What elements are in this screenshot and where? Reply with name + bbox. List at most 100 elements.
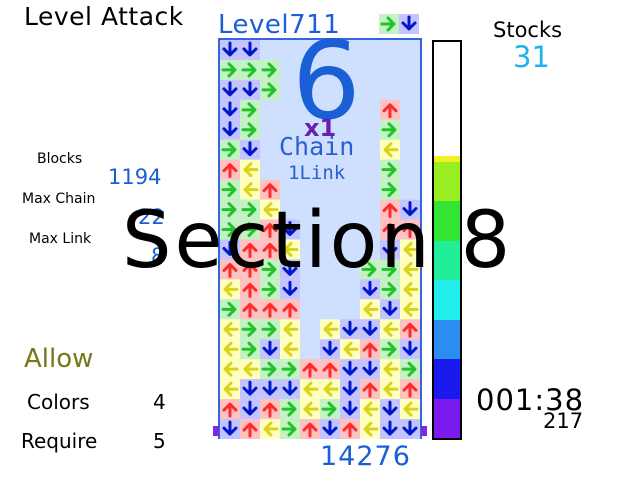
block-down <box>400 199 420 220</box>
block-left <box>280 339 300 360</box>
block-right <box>260 279 280 300</box>
block-left <box>320 379 340 400</box>
block-left <box>300 379 320 400</box>
block-up <box>240 279 260 300</box>
block-left <box>240 159 260 180</box>
require-value: 5 <box>153 429 166 453</box>
block-right <box>380 159 400 180</box>
block-left <box>260 419 280 439</box>
block-left <box>300 399 320 420</box>
block-right <box>220 179 240 200</box>
block-right <box>280 419 300 439</box>
block-right <box>280 399 300 420</box>
block-right <box>240 319 260 340</box>
block-down <box>220 79 240 100</box>
block-right <box>220 139 240 160</box>
block-left <box>220 339 240 360</box>
block-left <box>380 319 400 340</box>
level-label: Level <box>218 10 290 40</box>
block-up <box>380 199 400 220</box>
block-up <box>400 219 420 240</box>
block-right <box>220 219 240 240</box>
block-down <box>380 419 400 439</box>
block-left <box>380 359 400 380</box>
block-left <box>400 399 420 420</box>
gauge-empty <box>434 42 460 156</box>
block-left <box>340 339 360 360</box>
link-label: 1Link <box>288 162 346 184</box>
playfield-grid[interactable] <box>220 40 420 439</box>
block-left <box>400 299 420 320</box>
gauge-segment-blue <box>434 320 460 359</box>
block-down <box>340 399 360 420</box>
block-up <box>220 399 240 420</box>
combo-multiplier: x1 <box>304 114 337 142</box>
block-down <box>380 399 400 420</box>
block-right <box>240 99 260 120</box>
block-down <box>220 419 240 439</box>
block-right <box>320 399 340 420</box>
block-left <box>380 139 400 160</box>
block-up <box>280 299 300 320</box>
block-left <box>360 399 380 420</box>
block-left <box>220 279 240 300</box>
block-down <box>220 99 240 120</box>
block-right <box>260 259 280 280</box>
block-down <box>240 399 260 420</box>
elapsed-time: 001:38 <box>476 383 585 417</box>
block-down <box>280 259 300 280</box>
block-right <box>260 359 280 380</box>
block-left <box>260 199 280 220</box>
level-value: 711 <box>289 10 341 40</box>
colors-label: Colors <box>27 390 90 414</box>
gauge-segment-darkblue <box>434 359 460 399</box>
stocks-label: Stocks <box>493 18 563 42</box>
block-up <box>260 219 280 240</box>
block-down <box>260 339 280 360</box>
block-down <box>360 279 380 300</box>
block-left <box>360 419 380 439</box>
block-down <box>399 14 419 34</box>
block-down <box>380 299 400 320</box>
block-right <box>260 319 280 340</box>
block-right <box>240 339 260 360</box>
block-up <box>340 419 360 439</box>
block-down <box>320 339 340 360</box>
elapsed-frames: 217 <box>543 409 584 433</box>
block-down <box>280 379 300 400</box>
block-left <box>280 239 300 260</box>
block-up <box>240 239 260 260</box>
block-right <box>380 259 400 280</box>
block-left <box>400 239 420 260</box>
block-down <box>220 239 240 260</box>
block-right <box>260 59 280 80</box>
block-right <box>240 59 260 80</box>
block-up <box>300 359 320 380</box>
block-left <box>220 379 240 400</box>
gauge-segment-lime <box>434 162 460 201</box>
block-right <box>380 339 400 360</box>
block-down <box>340 319 360 340</box>
block-up <box>240 259 260 280</box>
block-up <box>260 299 280 320</box>
block-up <box>240 419 260 439</box>
field-marker-right <box>421 426 427 436</box>
block-up <box>400 379 420 400</box>
colors-value: 4 <box>153 390 166 414</box>
block-up <box>400 319 420 340</box>
block-left <box>360 299 380 320</box>
level-indicator: Level711 <box>218 10 340 40</box>
field-marker-left <box>213 426 219 436</box>
block-down <box>280 219 300 240</box>
block-down <box>240 40 260 60</box>
block-left <box>240 359 260 380</box>
block-left <box>400 279 420 300</box>
block-right <box>280 359 300 380</box>
block-right <box>220 199 240 220</box>
block-right <box>400 359 420 380</box>
next-piece-preview <box>379 14 419 34</box>
block-left <box>400 259 420 280</box>
block-right <box>220 59 240 80</box>
gauge-segment-violet <box>434 399 460 438</box>
score-value: 14276 <box>320 441 411 472</box>
